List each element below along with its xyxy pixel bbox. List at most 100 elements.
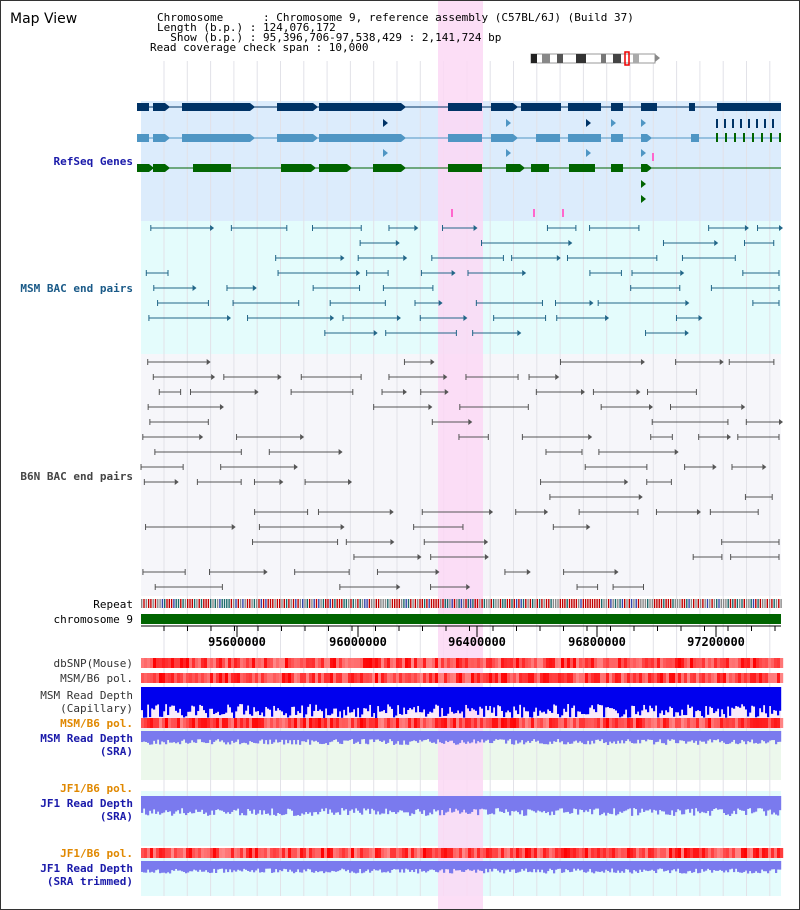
coverage-span-info: Read coverage check span : 10,000 xyxy=(150,41,369,54)
jf1-trimmed-depth-bar xyxy=(721,861,724,871)
jf1-trimmed-depth-bar xyxy=(369,861,372,873)
jf1-sra-depth-bar xyxy=(419,796,422,812)
highlight-region xyxy=(438,1,483,909)
msm-b6-pol-heat-cell xyxy=(327,673,331,683)
msm-capillary-depth-bar xyxy=(539,687,542,711)
jf1-b6-pol-heat-cell xyxy=(366,848,370,858)
jf1-b6-pol-heat-cell xyxy=(585,848,589,858)
msm-b6-pol-sra-heat-cell xyxy=(333,718,337,728)
jf1-sra-depth-bar xyxy=(497,796,500,809)
msm-b6-pol-heat-cell xyxy=(234,673,238,683)
repeat-element xyxy=(699,599,702,608)
msm-sra-depth-bar xyxy=(443,731,446,744)
msm-capillary-depth-bar xyxy=(489,687,492,706)
gene-strand-arrow xyxy=(144,134,149,142)
gene-strand-arrow xyxy=(401,134,406,142)
jf1-b6-pol-heat-cell xyxy=(204,848,208,858)
jf1-trimmed-depth-bar xyxy=(417,861,420,874)
dbsnp-heat-cell xyxy=(675,658,679,668)
jf1-sra-depth-bar xyxy=(771,796,774,815)
jf1-trimmed-depth-bar xyxy=(493,861,496,869)
msm-sra-depth-bar xyxy=(285,731,288,740)
msm-b6-pol-sra-heat-cell xyxy=(285,718,289,728)
jf1-sra-depth-bar xyxy=(531,796,534,811)
dbsnp-heat-cell xyxy=(507,658,511,668)
dbsnp-heat-cell xyxy=(513,658,517,668)
msm-capillary-depth-bar xyxy=(375,687,378,718)
jf1-sra-depth-bar xyxy=(509,796,512,816)
gene-marker xyxy=(451,209,453,217)
ideogram-band xyxy=(542,54,550,63)
jf1-sra-depth-bar xyxy=(333,796,336,815)
msm-capillary-depth-bar xyxy=(621,687,624,717)
gene-strand-arrow xyxy=(144,103,149,111)
jf1-sra-depth-bar xyxy=(739,796,742,810)
jf1-sra-depth-bar xyxy=(673,796,676,816)
msm-b6-pol-heat-cell xyxy=(474,673,478,683)
msm-b6-pol-sra-heat-cell xyxy=(420,718,424,728)
repeat-element xyxy=(244,599,246,608)
msm-b6-pol-sra-heat-cell xyxy=(666,718,670,728)
gene-exon-block xyxy=(182,103,250,111)
repeat-element xyxy=(543,599,545,608)
msm-b6-pol-sra-heat-cell xyxy=(672,718,676,728)
repeat-element xyxy=(389,599,391,608)
dbsnp-heat-cell xyxy=(732,658,736,668)
msm-capillary-depth-bar xyxy=(547,687,550,710)
msm-sra-depth-bar xyxy=(723,731,726,743)
repeat-element xyxy=(382,599,384,608)
msm-capillary-depth-bar xyxy=(755,687,758,718)
jf1-sra-depth-bar xyxy=(627,796,630,810)
msm-sra-depth-bar xyxy=(589,731,592,745)
dbsnp-heat-cell xyxy=(669,658,673,668)
msm-bac-pair-arrow xyxy=(330,315,335,321)
b6n-bac-pair-arrow xyxy=(390,539,395,545)
dbsnp-heat-cell xyxy=(486,658,490,668)
dbsnp-heat-cell xyxy=(327,658,331,668)
repeat-element xyxy=(288,599,290,608)
repeat-element xyxy=(757,599,759,608)
msm-capillary-depth-bar xyxy=(455,687,458,714)
msm-sra-depth-bar xyxy=(773,731,776,741)
repeat-element xyxy=(665,599,667,608)
jf1-trimmed-depth-bar xyxy=(555,861,558,870)
b6n-bac-pair-arrow xyxy=(435,569,440,575)
msm-b6-pol-heat-cell xyxy=(210,673,214,683)
msm-capillary-depth-bar xyxy=(309,687,312,705)
msm-b6-pol-heat-cell xyxy=(477,673,481,683)
msm-b6-pol-sra-heat-cell xyxy=(753,718,757,728)
jf1-sra-depth-bar xyxy=(493,796,496,815)
msm-capillary-depth-bar xyxy=(509,687,512,713)
jf1-trimmed-depth-bar xyxy=(681,861,684,874)
repeat-element xyxy=(739,599,741,608)
msm-b6-pol-heat-cell xyxy=(642,673,646,683)
msm-b6-pol-sra-heat-cell xyxy=(462,718,466,728)
jf1-sra-depth-bar xyxy=(749,796,752,809)
jf1-sra-depth-bar xyxy=(371,796,374,809)
b6n-bac-pair-arrow xyxy=(389,509,394,515)
jf1-sra-depth-bar xyxy=(281,796,284,816)
jf1-b6-pol-heat-cell xyxy=(141,848,145,858)
jf1-sra-depth-bar xyxy=(759,796,762,809)
msm-sra-depth-bar xyxy=(437,731,440,740)
msm-b6-pol-heat-cell xyxy=(558,673,562,683)
msm-capillary-depth-bar xyxy=(613,687,616,710)
jf1-trimmed-depth-bar xyxy=(157,861,160,870)
jf1-trimmed-depth-bar xyxy=(245,861,248,870)
repeat-element xyxy=(580,599,582,608)
msm-capillary-depth-bar xyxy=(615,687,618,711)
msm-b6-pol-sra-heat-cell xyxy=(660,718,664,728)
jf1-trimmed-depth-bar xyxy=(273,861,276,873)
jf1-trimmed-depth-bar xyxy=(197,861,200,872)
jf1-trimmed-depth-bar xyxy=(143,861,146,873)
dbsnp-heat-cell xyxy=(474,658,478,668)
msm-sra-depth-bar xyxy=(201,731,204,743)
jf1-trimmed-depth-bar xyxy=(217,861,220,870)
msm-b6-pol-heat-cell xyxy=(597,673,601,683)
repeat-element xyxy=(741,599,743,608)
msm-b6-pol-heat-cell xyxy=(393,673,397,683)
msm-capillary-depth-bar xyxy=(719,687,722,717)
msm-capillary-depth-bar xyxy=(381,687,384,712)
jf1-trimmed-depth-bar xyxy=(339,861,342,871)
dbsnp-heat-cell xyxy=(681,658,685,668)
